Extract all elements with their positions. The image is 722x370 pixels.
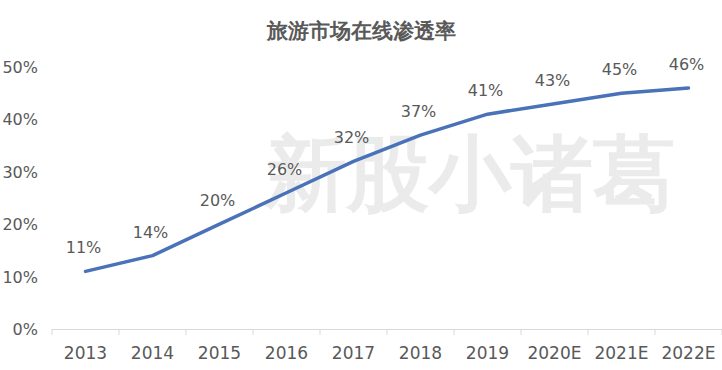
title: 旅游市场在线渗透率 — [266, 19, 456, 43]
x-tick — [521, 329, 522, 335]
x-tick-label: 2021E — [594, 343, 648, 363]
x-tick-label: 2020E — [527, 343, 581, 363]
y-tick-label: 20% — [2, 215, 38, 234]
x-tick — [52, 329, 53, 335]
x-tick-label: 2013 — [64, 343, 107, 363]
x-tick-label: 2017 — [332, 343, 375, 363]
x-tick — [186, 329, 187, 335]
y-tick-label: 40% — [2, 110, 38, 129]
y-tick-label: 50% — [2, 58, 38, 77]
data-label: 41% — [468, 81, 504, 100]
data-label: 43% — [535, 71, 571, 90]
x-tick-label: 2019 — [466, 343, 509, 363]
x-tick-label: 2018 — [399, 343, 442, 363]
data-label: 26% — [267, 160, 303, 179]
data-label: 11% — [66, 238, 102, 257]
y-tick-label: 10% — [2, 268, 38, 287]
x-tick-label: 2016 — [265, 343, 308, 363]
plot-area — [86, 88, 689, 271]
data-label: 45% — [602, 60, 638, 79]
x-tick — [119, 329, 120, 335]
x-tick-label: 2014 — [131, 343, 174, 363]
x-tick — [320, 329, 321, 335]
data-label: 46% — [669, 55, 705, 74]
x-tick — [588, 329, 589, 335]
y-tick-label: 0% — [13, 320, 38, 339]
x-tick — [253, 329, 254, 335]
chart: 新股小诸葛旅游市场在线渗透率0%10%20%30%40%50%201320142… — [0, 0, 722, 370]
data-label: 32% — [334, 128, 370, 147]
series-line — [86, 88, 689, 271]
x-tick — [655, 329, 656, 335]
data-label: 37% — [401, 102, 437, 121]
x-tick — [454, 329, 455, 335]
y-tick-label: 30% — [2, 163, 38, 182]
data-label: 14% — [133, 223, 169, 242]
data-label: 20% — [200, 191, 236, 210]
x-tick — [387, 329, 388, 335]
x-tick-label: 2022E — [661, 343, 715, 363]
x-tick-label: 2015 — [198, 343, 241, 363]
